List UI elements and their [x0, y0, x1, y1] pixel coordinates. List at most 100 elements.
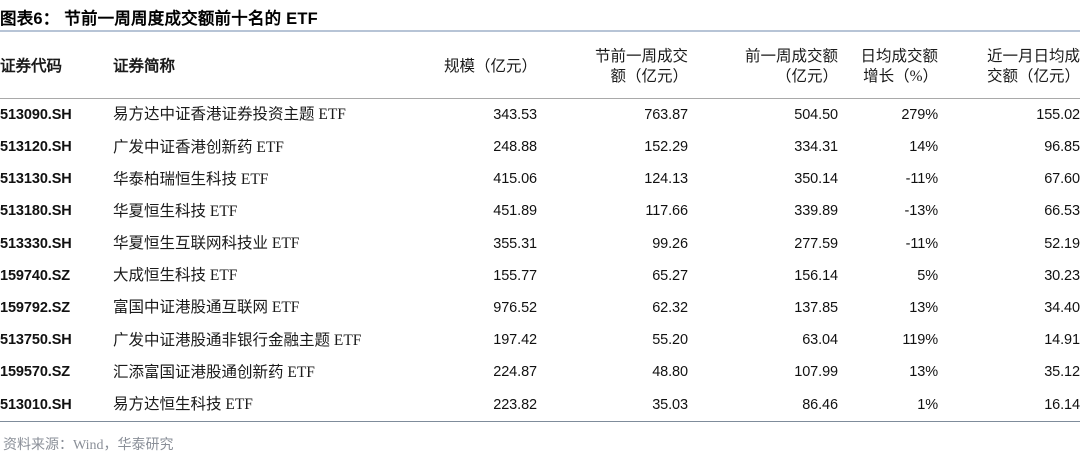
column-header-code-line1: 证券代码	[0, 57, 63, 75]
cell-scale: 976.52	[493, 299, 537, 316]
exhibit-title: 图表6： 节前一周周度成交额前十名的 ETF	[0, 10, 318, 28]
column-header-wk1-line2: 额（亿元）	[610, 68, 688, 85]
cell-pre-holiday-week-turnover: 152.29	[644, 139, 688, 156]
cell-daily-turnover-growth: 13%	[909, 364, 938, 381]
table-row: 513330.SH 华夏恒生互联网科技业 ETF 355.31 99.26 277.59…	[0, 228, 1080, 260]
cell-daily-turnover-growth: 119%	[902, 332, 938, 349]
cell-name: 华泰柏瑞恒生科技 ETF	[113, 170, 269, 188]
cell-name: 华夏恒生科技 ETF	[113, 202, 238, 220]
column-header-pre-holiday-week-turnover: 节前一周成交 额（亿元）	[537, 36, 688, 99]
column-header-scale: 规模（亿元）	[425, 36, 537, 99]
source-note: 资料来源：Wind，华泰研究	[3, 438, 174, 453]
table-body: 513090.SH 易方达中证香港证券投资主题 ETF 343.53 763.87 50…	[0, 99, 1080, 422]
column-header-avg-line2: 交额（亿元）	[986, 68, 1080, 85]
cell-daily-turnover-growth: -11%	[905, 171, 938, 188]
column-header-wk1-line1: 节前一周成交	[594, 47, 688, 65]
exhibit-title-row: 图表6： 节前一周周度成交额前十名的 ETF	[0, 4, 1080, 30]
table-header: 证券代码 证券简称 规模（亿元） 节前一周成交 额（亿元） 前一周成交额 （亿元…	[0, 36, 1080, 99]
column-header-wk0-line2: （亿元）	[775, 68, 838, 85]
cell-scale: 197.42	[493, 332, 537, 349]
cell-daily-turnover-growth: 279%	[901, 106, 938, 123]
cell-daily-turnover-growth: -11%	[905, 235, 938, 252]
cell-scale: 224.87	[493, 364, 537, 381]
cell-scale: 223.82	[493, 396, 537, 413]
table-row: 513120.SH 广发中证香港创新药 ETF 248.88 152.29 334.31…	[0, 131, 1080, 163]
cell-code: 513120.SH	[0, 139, 72, 156]
cell-pre-holiday-week-turnover: 117.66	[645, 203, 688, 220]
cell-one-month-daily-avg-turnover: 30.23	[1044, 267, 1080, 284]
cell-prior-week-turnover: 156.14	[794, 267, 838, 284]
cell-pre-holiday-week-turnover: 124.13	[644, 171, 688, 188]
cell-code: 159570.SZ	[0, 364, 71, 381]
cell-scale: 355.31	[493, 235, 537, 252]
cell-prior-week-turnover: 63.04	[802, 332, 838, 349]
column-header-scale-line1: 规模（亿元）	[443, 57, 537, 75]
cell-one-month-daily-avg-turnover: 14.91	[1044, 332, 1080, 349]
cell-one-month-daily-avg-turnover: 52.19	[1044, 235, 1080, 252]
cell-scale: 248.88	[493, 139, 537, 156]
cell-daily-turnover-growth: 5%	[917, 267, 938, 284]
cell-code: 159740.SZ	[0, 267, 71, 284]
cell-code: 513010.SH	[0, 396, 72, 413]
column-header-growth-line2: 增长（%）	[863, 68, 938, 85]
table-row: 159740.SZ 大成恒生科技 ETF 155.77 65.27 156.14 5% 30…	[0, 260, 1080, 292]
cell-one-month-daily-avg-turnover: 35.12	[1044, 364, 1080, 381]
table-row: 513010.SH 易方达恒生科技 ETF 223.82 35.03 86.46 1% 16…	[0, 389, 1080, 422]
column-header-code: 证券代码	[0, 36, 113, 99]
cell-scale: 155.77	[493, 267, 537, 284]
table-header-row: 证券代码 证券简称 规模（亿元） 节前一周成交 额（亿元） 前一周成交额 （亿元…	[0, 36, 1080, 99]
cell-daily-turnover-growth: 1%	[917, 396, 938, 413]
cell-code: 513750.SH	[0, 332, 72, 349]
cell-daily-turnover-growth: -13%	[904, 203, 939, 220]
cell-prior-week-turnover: 334.31	[794, 139, 838, 156]
cell-pre-holiday-week-turnover: 55.20	[652, 332, 688, 349]
cell-pre-holiday-week-turnover: 62.32	[652, 299, 688, 316]
cell-prior-week-turnover: 86.46	[802, 396, 838, 413]
cell-name: 大成恒生科技 ETF	[113, 267, 238, 285]
cell-one-month-daily-avg-turnover: 16.14	[1044, 396, 1080, 413]
column-header-prior-week-turnover: 前一周成交额 （亿元）	[688, 36, 838, 99]
table-row: 513130.SH 华泰柏瑞恒生科技 ETF 415.06 124.13 350.14 -…	[0, 163, 1080, 195]
cell-prior-week-turnover: 137.85	[794, 299, 838, 316]
cell-code: 159792.SZ	[0, 299, 71, 316]
cell-name: 广发中证香港创新药 ETF	[113, 138, 284, 156]
cell-name: 华夏恒生互联网科技业 ETF	[113, 235, 300, 253]
column-header-avg-line1: 近一月日均成	[986, 47, 1080, 65]
cell-name: 易方达恒生科技 ETF	[113, 396, 253, 414]
cell-code: 513130.SH	[0, 171, 72, 188]
cell-name: 汇添富国证港股通创新药 ETF	[113, 363, 315, 381]
cell-one-month-daily-avg-turnover: 96.85	[1044, 139, 1080, 156]
cell-daily-turnover-growth: 13%	[909, 299, 938, 316]
cell-one-month-daily-avg-turnover: 155.02	[1036, 106, 1080, 123]
cell-code: 513330.SH	[0, 235, 72, 252]
cell-prior-week-turnover: 350.14	[794, 171, 838, 188]
column-header-wk0-line1: 前一周成交额	[744, 47, 838, 65]
cell-one-month-daily-avg-turnover: 67.60	[1044, 171, 1080, 188]
cell-pre-holiday-week-turnover: 65.27	[652, 267, 688, 284]
cell-name: 富国中证港股通互联网 ETF	[113, 299, 300, 317]
cell-prior-week-turnover: 277.59	[794, 235, 838, 252]
table-row: 513750.SH 广发中证港股通非银行金融主题 ETF 197.42 55.20 63…	[0, 324, 1080, 356]
cell-name: 易方达中证香港证券投资主题 ETF	[113, 106, 346, 124]
cell-prior-week-turnover: 504.50	[794, 106, 838, 123]
cell-pre-holiday-week-turnover: 35.03	[652, 396, 688, 413]
table-row: 513090.SH 易方达中证香港证券投资主题 ETF 343.53 763.87 50…	[0, 99, 1080, 132]
column-header-name-line1: 证券简称	[113, 57, 176, 75]
cell-prior-week-turnover: 107.99	[794, 364, 838, 381]
column-header-one-month-daily-avg-turnover: 近一月日均成 交额（亿元）	[938, 36, 1080, 99]
cell-name: 广发中证港股通非银行金融主题 ETF	[113, 331, 362, 349]
cell-code: 513090.SH	[0, 106, 72, 123]
cell-daily-turnover-growth: 14%	[909, 139, 938, 156]
title-underline-rule	[0, 30, 1080, 32]
column-header-growth-line1: 日均成交额	[860, 47, 938, 65]
cell-one-month-daily-avg-turnover: 34.40	[1044, 299, 1080, 316]
cell-code: 513180.SH	[0, 203, 72, 220]
table-row: 159570.SZ 汇添富国证港股通创新药 ETF 224.87 48.80 107.9…	[0, 357, 1080, 389]
table-row: 513180.SH 华夏恒生科技 ETF 451.89 117.66 339.89 -13…	[0, 196, 1080, 228]
cell-scale: 415.06	[493, 171, 537, 188]
cell-one-month-daily-avg-turnover: 66.53	[1044, 203, 1080, 220]
cell-scale: 343.53	[493, 106, 537, 123]
cell-pre-holiday-week-turnover: 763.87	[644, 106, 688, 123]
cell-pre-holiday-week-turnover: 48.80	[652, 364, 688, 381]
